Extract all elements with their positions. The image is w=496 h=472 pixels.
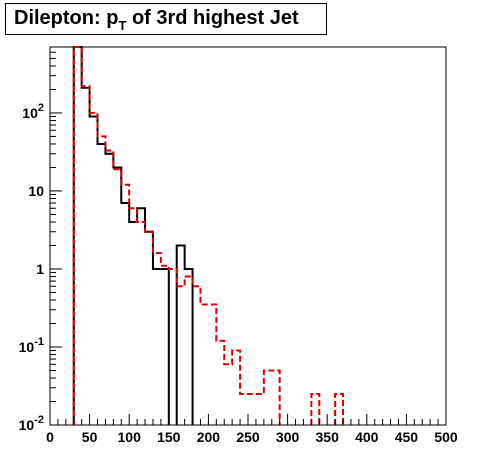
title-main: Dilepton: p [14,7,119,29]
y-tick-label: 10-2 [19,414,44,433]
x-tick-label: 200 [197,429,221,445]
y-tick-label: 1 [36,261,44,277]
title-subscript: T [118,18,127,33]
x-tick-label: 250 [236,429,260,445]
x-tick-label: 300 [276,429,300,445]
plot-frame [49,46,447,426]
chart-title: Dilepton: pT of 3rd highest Jet [5,3,327,35]
axis-layer: 0 50 100 150 200 250 300 350 400 450 500 10-2 10-1 1 1… [19,46,458,445]
series-solid-histogram [72,46,194,425]
x-tick-label: 50 [82,429,98,445]
x-tick-label: 0 [46,429,54,445]
x-tick-label: 400 [355,429,379,445]
title-rest: of 3rd highest Jet [126,7,299,29]
x-tick-label: 100 [118,429,142,445]
x-tick-label: 150 [157,429,181,445]
y-tick-label: 10 [28,183,44,199]
x-tick-label: 350 [316,429,340,445]
x-tick-label: 450 [395,429,419,445]
y-tick-label: 10-1 [19,336,44,355]
y-tick-label: 102 [22,102,44,121]
x-tick-label: 500 [434,429,458,445]
series-dashed-histogram [72,46,345,425]
series-layer [72,46,345,425]
